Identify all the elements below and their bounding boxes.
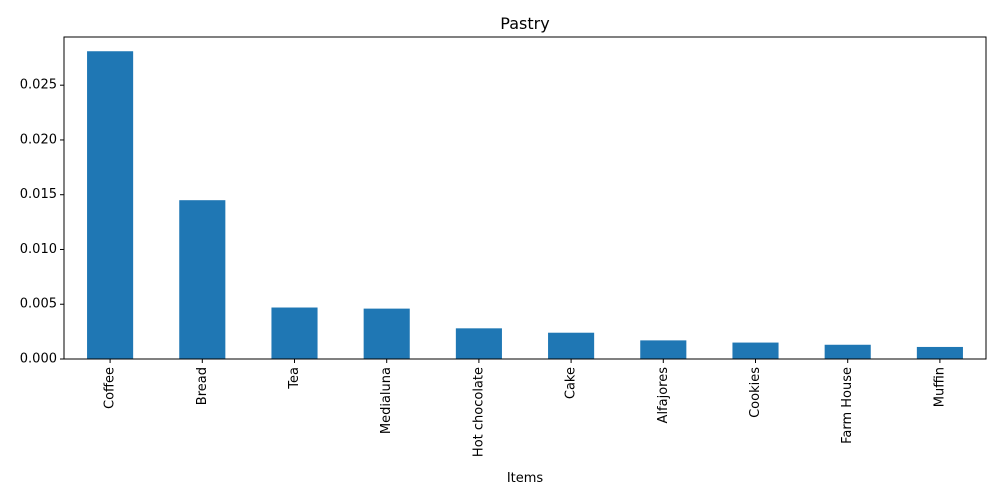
- x-axis: Coffee Bread Tea Medialuna Hot chocolate Cake…: [103, 359, 947, 457]
- x-tick-label: Cookies: [748, 367, 763, 418]
- bars-group: [87, 51, 963, 360]
- x-axis-label: Items: [507, 471, 544, 486]
- y-axis: 0.000 0.005 0.010 0.015 0.020 0.025: [20, 78, 64, 367]
- y-tick-label: 0.025: [20, 78, 57, 93]
- bar-medialuna: [363, 308, 410, 359]
- bar-cookies: [732, 342, 779, 359]
- x-tick-label: Alfajores: [656, 367, 671, 424]
- x-tick-label: Hot chocolate: [471, 367, 486, 457]
- bar-alfajores: [640, 340, 687, 359]
- x-tick-label: Farm House: [840, 367, 855, 444]
- bar-coffee: [87, 51, 134, 360]
- x-tick-label: Bread: [195, 367, 210, 405]
- bar-hot-chocolate: [455, 328, 502, 359]
- x-tick-label: Muffin: [932, 367, 947, 407]
- y-tick-label: 0.015: [20, 187, 57, 202]
- x-tick-label: Medialuna: [379, 367, 394, 434]
- y-tick-label: 0.010: [20, 242, 57, 257]
- bar-muffin: [916, 346, 963, 359]
- y-tick-label: 0.005: [20, 297, 57, 312]
- bar-farm-house: [824, 344, 871, 359]
- x-tick-label: Coffee: [103, 367, 118, 409]
- bar-cake: [548, 332, 595, 359]
- y-tick-label: 0.000: [20, 352, 57, 367]
- x-tick-label: Cake: [564, 367, 579, 399]
- chart-title: Pastry: [500, 14, 549, 33]
- x-tick-label: Tea: [287, 367, 302, 390]
- bar-bread: [179, 200, 226, 359]
- y-tick-label: 0.020: [20, 132, 57, 147]
- bar-tea: [271, 307, 318, 359]
- plot-area-frame: [63, 36, 987, 360]
